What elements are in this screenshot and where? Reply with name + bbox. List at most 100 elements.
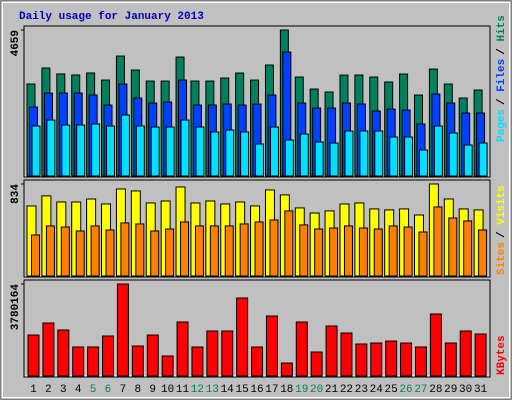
bar bbox=[135, 125, 145, 177]
bar bbox=[343, 225, 353, 277]
bar bbox=[310, 351, 323, 377]
x-tick-label: 22 bbox=[340, 384, 353, 396]
chart-title: Daily usage for January 2013 bbox=[19, 11, 204, 23]
bar bbox=[265, 315, 278, 377]
bar bbox=[295, 321, 308, 377]
bar bbox=[135, 223, 145, 277]
legend: Pages / Files / Hits bbox=[496, 15, 508, 142]
bar bbox=[388, 225, 398, 277]
bar bbox=[194, 225, 204, 277]
bar bbox=[429, 313, 442, 377]
bar bbox=[329, 142, 339, 177]
bar bbox=[255, 143, 265, 177]
bar bbox=[389, 136, 399, 177]
bar bbox=[448, 132, 458, 177]
x-tick-label: 13 bbox=[206, 384, 219, 396]
bar bbox=[209, 225, 219, 277]
bar bbox=[120, 114, 130, 177]
bar bbox=[284, 139, 294, 177]
bar bbox=[359, 130, 369, 177]
bar bbox=[463, 220, 473, 277]
bar bbox=[131, 345, 144, 377]
x-tick-label: 29 bbox=[444, 384, 457, 396]
legend: Sites / Visits bbox=[496, 185, 508, 275]
x-tick-label: 17 bbox=[265, 384, 278, 396]
bar bbox=[76, 124, 86, 177]
bar bbox=[72, 346, 85, 377]
bar bbox=[27, 334, 40, 377]
bar bbox=[195, 126, 205, 177]
bar bbox=[46, 119, 56, 177]
bar bbox=[61, 124, 71, 177]
bar bbox=[355, 343, 368, 377]
x-tick-label: 11 bbox=[176, 384, 190, 396]
bar bbox=[444, 342, 457, 377]
bar bbox=[373, 228, 383, 277]
bar bbox=[385, 340, 398, 377]
bar bbox=[221, 330, 234, 377]
legend-entry: Pages bbox=[496, 109, 508, 142]
bar bbox=[45, 225, 55, 277]
x-tick-label: 20 bbox=[310, 384, 323, 396]
bar bbox=[206, 330, 219, 377]
legend-separator: / bbox=[496, 98, 508, 105]
bar bbox=[374, 130, 384, 177]
x-tick-label: 26 bbox=[399, 384, 412, 396]
bar bbox=[102, 335, 115, 377]
x-tick-label: 24 bbox=[370, 384, 384, 396]
bar bbox=[105, 229, 115, 277]
bar bbox=[90, 225, 100, 277]
bar bbox=[325, 325, 338, 377]
bar bbox=[146, 334, 159, 377]
bar bbox=[474, 333, 487, 377]
legend-entry: Sites bbox=[496, 242, 508, 275]
bar bbox=[106, 125, 116, 177]
x-tick-label: 28 bbox=[429, 384, 442, 396]
bar bbox=[418, 149, 428, 177]
bar bbox=[116, 283, 129, 377]
bar bbox=[180, 119, 190, 177]
x-tick-label: 21 bbox=[325, 384, 339, 396]
y-tick-label: 834 bbox=[10, 184, 22, 204]
bar bbox=[240, 131, 250, 177]
x-tick-label: 6 bbox=[105, 384, 112, 396]
bar bbox=[340, 332, 353, 377]
x-tick-label: 2 bbox=[45, 384, 52, 396]
legend-separator: / bbox=[496, 48, 508, 55]
bar bbox=[314, 228, 324, 277]
bar bbox=[370, 342, 383, 377]
bar bbox=[180, 221, 190, 277]
bar bbox=[418, 231, 428, 277]
bar bbox=[269, 219, 279, 277]
bar bbox=[60, 226, 70, 277]
bar bbox=[87, 346, 100, 377]
bar bbox=[75, 230, 85, 277]
bar bbox=[42, 322, 55, 377]
bar bbox=[254, 221, 264, 277]
bar bbox=[400, 342, 413, 377]
bar bbox=[404, 136, 414, 177]
bar bbox=[433, 125, 443, 177]
bar bbox=[433, 206, 443, 277]
x-tick-label: 15 bbox=[235, 384, 248, 396]
bar bbox=[224, 225, 234, 277]
bar bbox=[31, 125, 41, 177]
bar bbox=[251, 346, 264, 377]
bar bbox=[91, 123, 101, 177]
x-tick-label: 9 bbox=[149, 384, 156, 396]
x-tick-label: 16 bbox=[250, 384, 263, 396]
x-tick-label: 30 bbox=[459, 384, 472, 396]
legend-entry: Visits bbox=[496, 185, 508, 225]
x-tick-label: 1 bbox=[30, 384, 37, 396]
x-tick-label: 7 bbox=[120, 384, 127, 396]
bar bbox=[236, 297, 249, 377]
bar bbox=[478, 229, 488, 277]
x-tick-label: 23 bbox=[355, 384, 368, 396]
bar bbox=[120, 222, 130, 277]
bar bbox=[57, 329, 70, 377]
bar bbox=[31, 234, 40, 277]
x-tick-label: 19 bbox=[295, 384, 308, 396]
bar bbox=[414, 346, 427, 377]
bar bbox=[358, 227, 368, 277]
